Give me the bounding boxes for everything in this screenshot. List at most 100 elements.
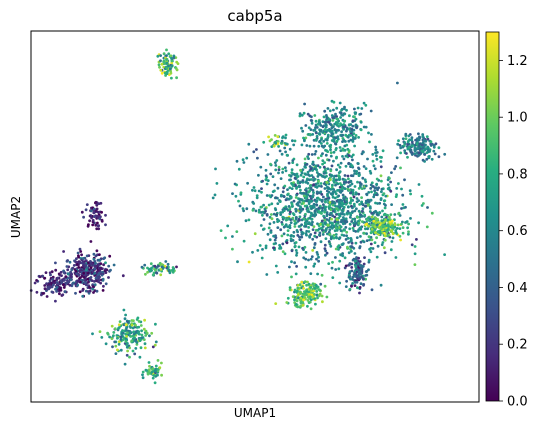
scatter-point xyxy=(285,207,288,211)
scatter-point xyxy=(247,218,251,222)
scatter-point xyxy=(382,221,386,224)
scatter-point xyxy=(153,264,157,268)
scatter-point xyxy=(312,246,316,250)
scatter-point xyxy=(323,171,327,175)
scatter-point xyxy=(432,149,436,153)
scatter-point xyxy=(333,201,337,205)
scatter-point xyxy=(369,187,373,190)
scatter-point xyxy=(81,257,85,260)
scatter-point xyxy=(48,279,52,283)
scatter-point xyxy=(290,171,294,175)
scatter-point xyxy=(346,147,350,151)
scatter-point xyxy=(296,293,300,297)
scatter-point xyxy=(286,225,290,229)
scatter-point xyxy=(417,138,421,142)
scatter-point xyxy=(335,139,339,143)
scatter-point xyxy=(241,207,245,211)
scatter-point xyxy=(293,288,297,292)
scatter-point xyxy=(356,180,359,184)
scatter-point xyxy=(255,194,259,198)
scatter-point xyxy=(345,279,348,283)
scatter-point xyxy=(272,234,275,238)
scatter-point xyxy=(324,123,328,126)
scatter-point xyxy=(344,285,348,288)
scatter-point xyxy=(290,275,293,279)
scatter-point xyxy=(261,211,265,214)
scatter-point xyxy=(330,129,334,133)
scatter-point xyxy=(85,203,89,207)
scatter-point xyxy=(336,218,339,222)
scatter-point xyxy=(315,290,319,293)
scatter-point xyxy=(335,117,339,121)
scatter-point xyxy=(235,159,239,163)
scatter-point xyxy=(317,191,321,195)
scatter-point xyxy=(313,114,317,117)
scatter-point xyxy=(327,262,331,265)
scatter-point xyxy=(317,206,321,210)
scatter-point xyxy=(353,220,357,223)
scatter-point xyxy=(317,144,321,148)
scatter-point xyxy=(88,219,91,223)
scatter-point xyxy=(145,369,149,372)
scatter-point xyxy=(318,132,322,136)
scatter-point xyxy=(315,293,319,297)
scatter-point xyxy=(280,193,283,197)
scatter-point xyxy=(330,266,334,270)
scatter-point xyxy=(329,154,333,158)
scatter-point xyxy=(307,190,310,194)
scatter-point xyxy=(175,68,179,72)
scatter-point xyxy=(135,343,139,346)
scatter-point xyxy=(298,114,302,118)
scatter-point xyxy=(335,213,338,216)
scatter-point xyxy=(134,347,138,350)
scatter-point xyxy=(351,275,355,279)
scatter-point xyxy=(364,277,367,281)
scatter-point xyxy=(356,216,359,219)
scatter-point xyxy=(353,144,356,148)
scatter-point xyxy=(327,219,331,222)
scatter-point xyxy=(309,205,313,209)
scatter-point xyxy=(275,159,279,162)
scatter-point xyxy=(126,342,129,345)
scatter-point xyxy=(305,219,309,223)
scatter-point xyxy=(413,245,417,248)
scatter-point xyxy=(143,318,147,322)
scatter-point xyxy=(277,168,281,172)
scatter-point xyxy=(288,226,292,230)
scatter-point xyxy=(370,230,374,234)
scatter-point xyxy=(97,227,101,231)
scatter-point xyxy=(350,239,353,243)
scatter-point xyxy=(296,289,299,293)
scatter-point xyxy=(306,299,310,302)
scatter-point xyxy=(277,171,280,175)
scatter-point xyxy=(353,107,356,111)
scatter-point xyxy=(303,280,307,283)
scatter-point xyxy=(82,215,85,219)
scatter-point xyxy=(40,293,43,297)
scatter-point xyxy=(350,249,353,253)
scatter-point xyxy=(422,202,425,205)
scatter-point xyxy=(340,130,343,134)
scatter-point xyxy=(114,344,118,348)
scatter-point xyxy=(132,319,135,323)
scatter-point xyxy=(332,150,336,154)
scatter-point xyxy=(349,191,353,195)
scatter-point xyxy=(282,232,286,236)
scatter-point xyxy=(338,111,342,114)
scatter-point xyxy=(107,264,111,268)
scatter-point xyxy=(96,224,100,228)
scatter-point xyxy=(370,211,374,215)
scatter-point xyxy=(101,270,105,274)
scatter-point xyxy=(305,288,308,292)
scatter-point xyxy=(110,337,114,340)
scatter-point xyxy=(106,331,109,335)
scatter-point xyxy=(386,213,389,217)
scatter-point xyxy=(355,207,358,211)
scatter-point xyxy=(142,327,146,331)
scatter-point xyxy=(99,281,102,285)
scatter-point xyxy=(146,270,150,274)
scatter-point xyxy=(351,193,355,196)
scatter-point xyxy=(329,123,333,127)
scatter-point xyxy=(62,271,66,275)
scatter-point xyxy=(379,165,383,169)
